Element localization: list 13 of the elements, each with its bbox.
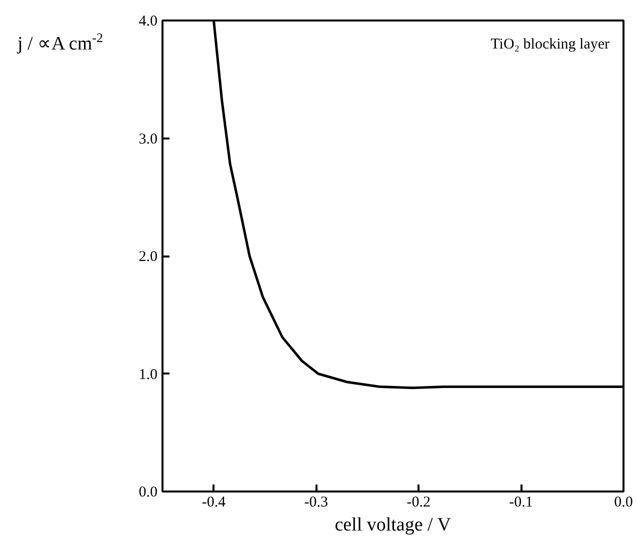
y-tick-label: 0.0: [138, 484, 158, 500]
y-tick-label: 2.0: [138, 249, 158, 265]
x-tick-label: 0.0: [614, 494, 633, 510]
x-tick-label: -0.3: [304, 494, 328, 510]
x-tick-label: -0.2: [406, 494, 430, 510]
x-tick-label: -0.1: [509, 494, 533, 510]
y-tick-label: 4.0: [138, 14, 158, 30]
y-tick-label: 1.0: [138, 366, 158, 383]
y-axis-title: j / ∝A cm$^{-2}$: [16, 29, 103, 56]
annotation: TiO₂ blocking layer: [490, 36, 610, 52]
x-tick-label: -0.4: [202, 494, 226, 510]
x-axis-title: cell voltage / V: [334, 514, 452, 536]
y-tick-label: 3.0: [138, 131, 158, 148]
